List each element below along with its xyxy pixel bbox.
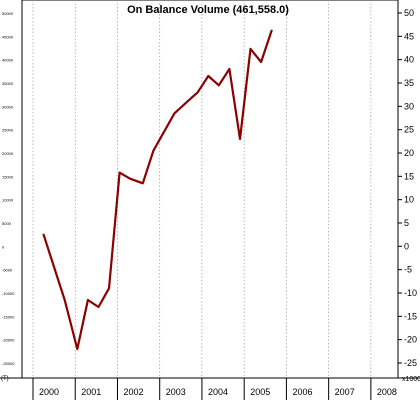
right-tick-label: -10: [404, 288, 417, 298]
left-tick-label: 10000: [2, 198, 14, 203]
x-tick-label-2002: 2002: [124, 387, 144, 397]
right-tick-label: -15: [404, 311, 417, 321]
right-tick-label: 5: [404, 218, 409, 228]
x-tick-label-2003: 2003: [166, 387, 186, 397]
right-tick-label: 45: [404, 31, 414, 41]
right-tick-label: 10: [404, 195, 414, 205]
left-tick-label: 40000: [2, 58, 14, 63]
right-tick-label: 15: [404, 171, 414, 181]
x-tick-label-2005: 2005: [250, 387, 270, 397]
left-tick-label: 35000: [2, 81, 14, 86]
right-tick-label: 35: [404, 78, 414, 88]
right-tick-label: -25: [404, 358, 417, 368]
left-tick-label: 0: [2, 244, 5, 249]
x-tick-label-2008: 2008: [377, 387, 397, 397]
right-tick-label: 30: [404, 101, 414, 111]
obv-series-line: [42, 29, 273, 351]
plot-frame: [21, 0, 399, 379]
left-tick-label: -10000: [2, 291, 15, 296]
x-tick-label-2001: 2001: [81, 387, 101, 397]
left-tick-label: 25000: [2, 128, 14, 133]
left-tick-label: 50000: [2, 11, 14, 16]
vertical-grid: [32, 0, 372, 378]
left-tick-label: 45000: [2, 34, 14, 39]
left-tick-label: 15000: [2, 174, 14, 179]
right-tick-label: 40: [404, 55, 414, 65]
y-multiplier-label: x1000: [402, 376, 420, 383]
x-tick-label-2000: 2000: [39, 387, 59, 397]
right-tick-label: -20: [404, 335, 417, 345]
left-tick-label: 5000: [2, 221, 12, 226]
series-layer: [42, 29, 273, 351]
left-tick-label: -25000: [2, 361, 15, 366]
left-tick-label: 30000: [2, 104, 14, 109]
right-tick-label: 50: [404, 8, 414, 18]
right-tick-label: 20: [404, 148, 414, 158]
x-axis: 2000 2001 2002 2003 2004 2005 2006 2007 2008: [0, 377, 420, 400]
left-tick-label: -15000: [2, 314, 15, 319]
right-tick-label: 25: [404, 125, 414, 135]
left-tick-label: 20000: [2, 151, 14, 156]
left-axis: 5000045000400003500030000250002000015000…: [2, 11, 15, 366]
x-tick-label-2006: 2006: [292, 387, 312, 397]
left-unit-label: (T): [1, 376, 9, 382]
right-tick-label: 0: [404, 241, 409, 251]
left-tick-label: -20000: [2, 338, 15, 343]
chart-title: On Balance Volume (461,558.0): [127, 4, 289, 16]
x-tick-label-2007: 2007: [335, 387, 355, 397]
x-tick-label-2004: 2004: [208, 387, 228, 397]
right-tick-label: -5: [404, 265, 412, 275]
left-tick-label: -5000: [2, 268, 13, 273]
